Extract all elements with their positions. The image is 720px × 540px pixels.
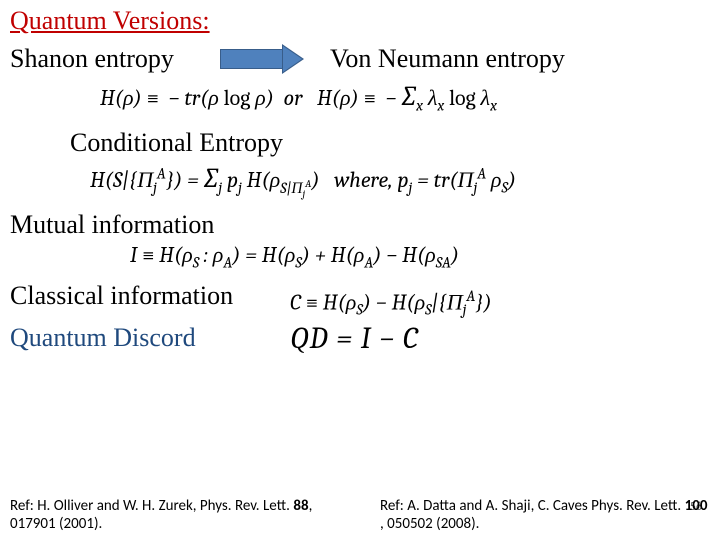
shanon-label: Shanon entropy	[10, 44, 200, 74]
arrow-head	[282, 44, 304, 74]
slide: Quantum Versions: Shanon entropy Von Neu…	[0, 0, 720, 540]
formula-classical: C ≡ H(ρS) − H(ρS|{ΠjA})	[290, 287, 710, 319]
slide-title: Quantum Versions:	[10, 6, 710, 36]
references: Ref: H. Olliver and W. H. Zurek, Phys. R…	[10, 497, 710, 535]
ref2-vol: 100	[685, 497, 708, 515]
arrow-shaft	[220, 49, 282, 69]
ref-2: Ref: A. Datta and A. Shaji, C. Caves Phy…	[380, 497, 710, 535]
ref2-text-a: Ref: A. Datta and A. Shaji, C. Caves Phy…	[380, 497, 685, 515]
mutual-title: Mutual information	[10, 210, 710, 240]
formula-mutual: I ≡ H(ρS : ρA) = H(ρS) + H(ρA) − H(ρSA)	[130, 242, 710, 271]
von-neumann-label: Von Neumann entropy	[330, 44, 565, 74]
ref-1: Ref: H. Olliver and W. H. Zurek, Phys. R…	[10, 497, 340, 535]
discord-label: Quantum Discord	[10, 323, 290, 353]
formula-discord: QD = I − C	[290, 321, 419, 356]
ref1-vol: 88	[293, 497, 308, 515]
formula-conditional: H(S|{ΠjA}) = ∑j pj H(ρS|ΠjA) where, pj =…	[90, 162, 710, 199]
discord-row: Quantum Discord QD = I − C	[10, 321, 710, 356]
shanon-row: Shanon entropy Von Neumann entropy	[10, 44, 710, 74]
conditional-title: Conditional Entropy	[70, 128, 710, 158]
ref1-text-a: Ref: H. Olliver and W. H. Zurek, Phys. R…	[10, 497, 293, 515]
ref2-text-b: , 050502 (2008).	[380, 515, 479, 533]
formula-entropy: H(ρ) ≡ − tr(ρ log ρ) or H(ρ) ≡ − ∑x λx l…	[100, 80, 710, 114]
arrow-icon	[220, 44, 310, 74]
